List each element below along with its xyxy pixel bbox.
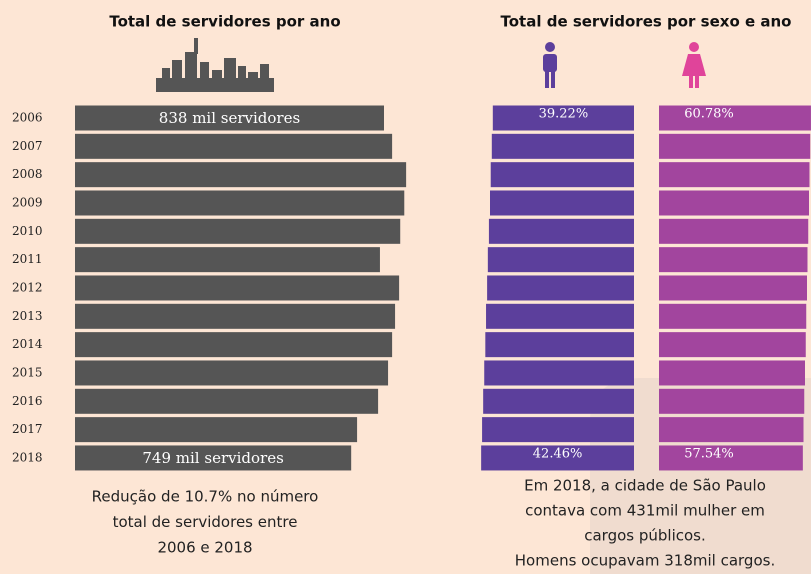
caption: contava com 431mil mulher em	[525, 502, 765, 520]
year-label: 2011	[12, 252, 43, 266]
value-label: 838 mil servidores	[159, 109, 300, 127]
bar	[75, 303, 396, 329]
chart-title: Total de servidores por ano	[109, 13, 340, 31]
bar	[659, 388, 805, 414]
bar	[659, 417, 804, 443]
bar	[75, 218, 401, 244]
year-label: 2012	[12, 280, 43, 294]
bar	[659, 218, 809, 244]
year-label: 2015	[12, 365, 43, 379]
bar	[484, 360, 634, 386]
caption: total de servidores entre	[113, 513, 298, 531]
bar	[75, 247, 380, 273]
year-label: 2010	[12, 224, 43, 238]
bar	[481, 445, 634, 471]
bar	[75, 417, 358, 443]
bar	[659, 133, 811, 159]
bar	[75, 133, 393, 159]
value-label: 42.46%	[533, 446, 583, 461]
bar	[482, 417, 634, 443]
bar	[490, 162, 634, 188]
bar	[75, 105, 384, 131]
value-label: 749 mil servidores	[142, 449, 283, 467]
bar	[75, 360, 389, 386]
bar	[659, 303, 807, 329]
bar	[659, 445, 803, 471]
bar	[487, 275, 634, 301]
year-label: 2007	[12, 139, 43, 153]
year-label: 2006	[12, 111, 43, 125]
bar	[75, 162, 407, 188]
chart-title: Total de servidores por sexo e ano	[501, 13, 792, 31]
year-label: 2014	[12, 337, 43, 351]
bar	[75, 388, 379, 414]
skyline-icon	[156, 38, 274, 92]
year-label: 2018	[12, 450, 43, 464]
bar	[483, 388, 634, 414]
bar	[485, 332, 634, 358]
bar	[75, 275, 400, 301]
year-label: 2017	[12, 422, 43, 436]
bar	[75, 445, 352, 471]
bar	[659, 190, 809, 216]
bar	[492, 105, 634, 131]
caption: 2006 e 2018	[157, 539, 252, 557]
bar	[659, 247, 808, 273]
bar	[491, 133, 634, 159]
value-label: 57.54%	[684, 446, 734, 461]
caption: Redução de 10.7% no número	[92, 488, 319, 506]
value-label: 60.78%	[684, 107, 734, 122]
caption: cargos públicos.	[584, 527, 706, 545]
value-label: 39.22%	[539, 107, 589, 122]
year-label: 2008	[12, 167, 43, 181]
bar	[486, 303, 634, 329]
bar	[659, 162, 810, 188]
year-label: 2013	[12, 309, 43, 323]
bar	[75, 332, 393, 358]
year-label: 2009	[12, 195, 43, 209]
caption: Homens ocupavam 318mil cargos.	[515, 552, 775, 570]
bar	[75, 190, 405, 216]
bar	[490, 190, 634, 216]
bar	[659, 275, 807, 301]
year-label: 2016	[12, 394, 43, 408]
female-icon	[682, 42, 706, 88]
caption: Em 2018, a cidade de São Paulo	[524, 477, 766, 495]
bar	[659, 105, 811, 131]
male-icon	[543, 42, 557, 88]
bar	[659, 332, 806, 358]
bar	[487, 247, 634, 273]
bar	[488, 218, 634, 244]
bar	[659, 360, 805, 386]
